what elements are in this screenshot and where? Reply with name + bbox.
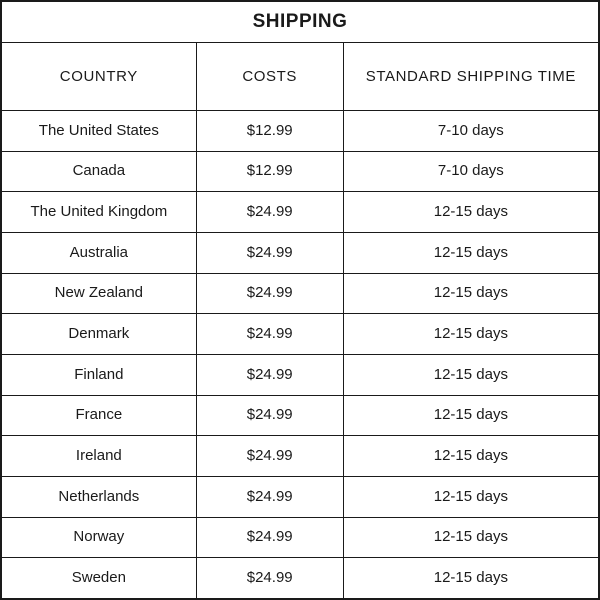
cell-time: 7-10 days bbox=[342, 110, 598, 151]
cell-cost: $24.99 bbox=[195, 313, 343, 354]
cell-country: The United States bbox=[2, 110, 196, 151]
cell-country: France bbox=[2, 394, 196, 436]
cell-time: 12-15 days bbox=[342, 191, 598, 232]
cell-time: 12-15 days bbox=[342, 476, 598, 517]
cell-cost: $24.99 bbox=[195, 394, 343, 436]
cell-cost: $12.99 bbox=[195, 110, 343, 151]
cell-cost: $24.99 bbox=[195, 354, 343, 395]
cell-time: 7-10 days bbox=[342, 150, 598, 192]
cell-cost: $24.99 bbox=[195, 272, 343, 314]
cell-country: Canada bbox=[2, 150, 196, 192]
cell-cost: $24.99 bbox=[195, 232, 343, 273]
cell-cost: $24.99 bbox=[195, 516, 343, 558]
table-title: SHIPPING bbox=[2, 2, 598, 42]
cell-country: Netherlands bbox=[2, 476, 196, 517]
column-header-shipping-time: STANDARD SHIPPING TIME bbox=[342, 42, 598, 110]
cell-cost: $24.99 bbox=[195, 435, 343, 476]
cell-country: New Zealand bbox=[2, 272, 196, 314]
cell-cost: $24.99 bbox=[195, 191, 343, 232]
cell-time: 12-15 days bbox=[342, 394, 598, 436]
column-header-costs: COSTS bbox=[195, 42, 343, 110]
cell-country: Norway bbox=[2, 516, 196, 558]
cell-time: 12-15 days bbox=[342, 354, 598, 395]
cell-country: The United Kingdom bbox=[2, 191, 196, 232]
cell-time: 12-15 days bbox=[342, 516, 598, 558]
cell-cost: $24.99 bbox=[195, 476, 343, 517]
cell-country: Sweden bbox=[2, 557, 196, 598]
cell-country: Australia bbox=[2, 232, 196, 273]
cell-time: 12-15 days bbox=[342, 435, 598, 476]
cell-time: 12-15 days bbox=[342, 313, 598, 354]
cell-time: 12-15 days bbox=[342, 557, 598, 598]
cell-country: Denmark bbox=[2, 313, 196, 354]
column-header-country: COUNTRY bbox=[2, 42, 196, 110]
cell-cost: $12.99 bbox=[195, 150, 343, 192]
cell-country: Ireland bbox=[2, 435, 196, 476]
cell-cost: $24.99 bbox=[195, 557, 343, 598]
cell-time: 12-15 days bbox=[342, 272, 598, 314]
cell-country: Finland bbox=[2, 354, 196, 395]
cell-time: 12-15 days bbox=[342, 232, 598, 273]
